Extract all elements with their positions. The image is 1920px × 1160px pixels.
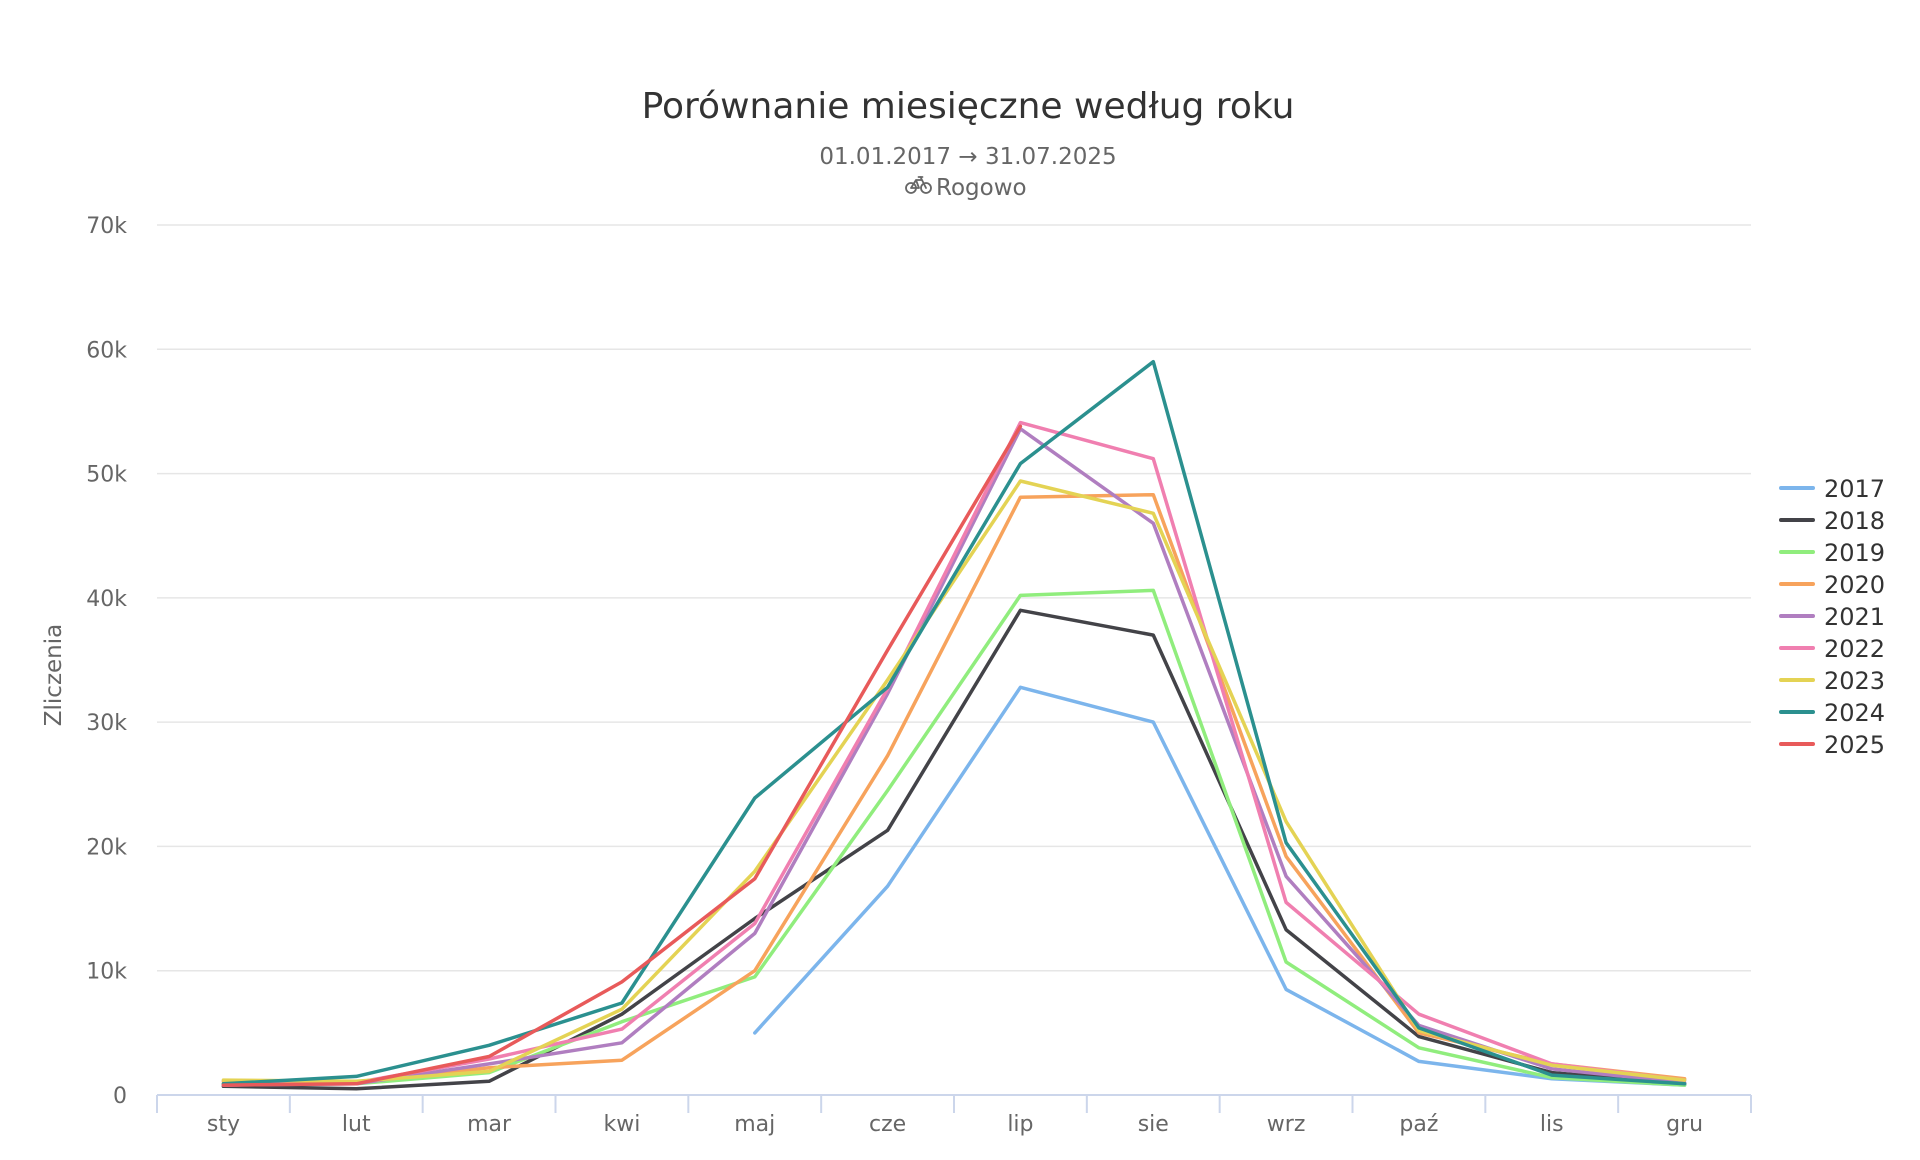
x-tick-label: mar [467, 1112, 512, 1137]
legend: 2017 2018 2019 2020 2021 2022 2023 2024 2025 [1779, 475, 1885, 759]
legend-label: 2019 [1824, 539, 1885, 567]
x-tick-label: lip [1007, 1112, 1033, 1137]
grid-lines [157, 224, 1751, 972]
legend-item-2021[interactable]: 2021 [1779, 603, 1885, 631]
series-line-2019 [221, 588, 1687, 1087]
legend-label: 2022 [1824, 635, 1885, 663]
chart-subtitle: 01.01.2017 → 31.07.2025 [819, 144, 1116, 170]
series-line-2022 [221, 420, 1687, 1087]
legend-label: 2025 [1824, 731, 1885, 759]
chart-location: Rogowo [905, 175, 1027, 201]
x-tick-label: lut [342, 1112, 371, 1137]
bicycle-icon [905, 176, 932, 194]
series-line-2017 [753, 685, 1687, 1087]
y-tick-label: 20k [86, 835, 127, 860]
series-line-2021 [221, 427, 1687, 1087]
x-tick-label: sie [1138, 1112, 1169, 1137]
x-axis: sty lut mar kwi maj cze lip sie wrz paź lis gru [156, 1094, 1752, 1137]
legend-label: 2020 [1824, 571, 1885, 599]
x-tick-label: gru [1666, 1112, 1703, 1137]
series-line-2024 [221, 359, 1687, 1086]
x-tick-label: kwi [603, 1112, 640, 1137]
chart-location-label: Rogowo [936, 175, 1027, 201]
y-axis-ticks: 0 10k 20k 30k 40k 50k 60k 70k [86, 214, 127, 1109]
series-line-2023 [221, 479, 1687, 1084]
series-line-2020 [221, 492, 1687, 1085]
legend-item-2024[interactable]: 2024 [1779, 699, 1885, 727]
legend-item-2022[interactable]: 2022 [1779, 635, 1885, 663]
y-tick-label: 30k [86, 711, 127, 736]
legend-label: 2018 [1824, 507, 1885, 535]
legend-item-2020[interactable]: 2020 [1779, 571, 1885, 599]
legend-item-2019[interactable]: 2019 [1779, 539, 1885, 567]
legend-label: 2024 [1824, 699, 1885, 727]
x-tick-label: maj [734, 1112, 775, 1137]
legend-item-2023[interactable]: 2023 [1779, 667, 1885, 695]
legend-label: 2017 [1824, 475, 1885, 503]
series-lines [221, 359, 1687, 1091]
x-tick-label: sty [207, 1112, 240, 1137]
y-tick-label: 40k [86, 587, 127, 612]
legend-item-2018[interactable]: 2018 [1779, 507, 1885, 535]
y-tick-label: 10k [86, 960, 127, 985]
x-tick-label: lis [1540, 1112, 1564, 1137]
y-tick-label: 60k [86, 338, 127, 363]
legend-item-2025[interactable]: 2025 [1779, 731, 1885, 759]
x-tick-label: cze [869, 1112, 906, 1137]
x-tick-label: wrz [1267, 1112, 1306, 1137]
series-line-2018 [221, 608, 1687, 1091]
x-tick-label: paź [1399, 1112, 1438, 1137]
legend-label: 2023 [1824, 667, 1885, 695]
y-tick-label: 70k [86, 214, 127, 239]
chart-title: Porównanie miesięczne według roku [642, 86, 1295, 127]
legend-label: 2021 [1824, 603, 1885, 631]
y-tick-label: 50k [86, 463, 127, 488]
y-tick-label: 0 [113, 1084, 127, 1109]
legend-item-2017[interactable]: 2017 [1779, 475, 1885, 503]
series-line-2025 [221, 424, 1023, 1087]
y-axis-label: Zliczenia [41, 624, 67, 726]
